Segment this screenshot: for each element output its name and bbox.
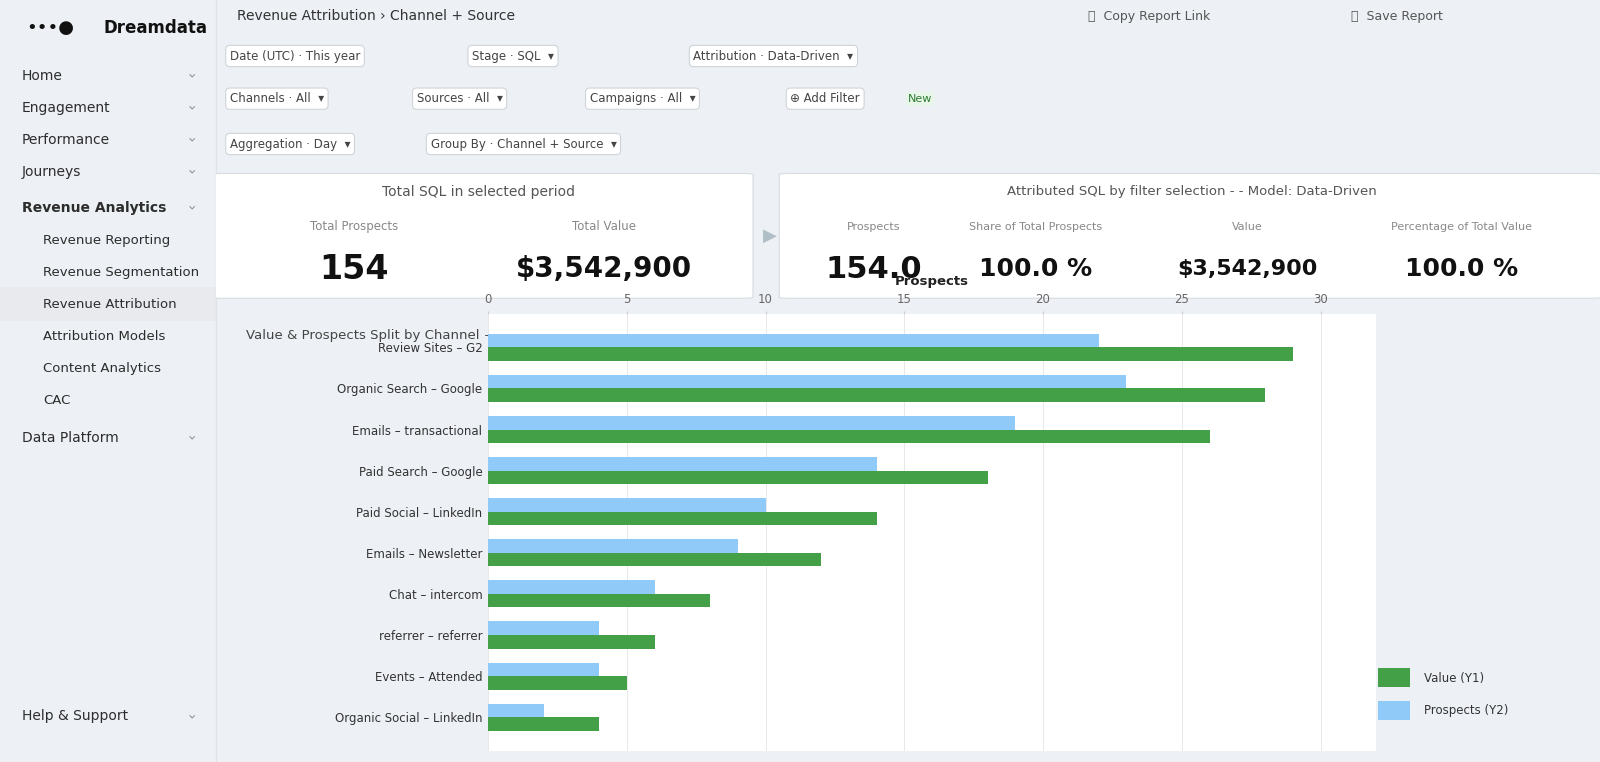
Text: Stage · SQL  ▾: Stage · SQL ▾: [472, 50, 554, 62]
Text: Prospects (Y2): Prospects (Y2): [1424, 704, 1509, 718]
Text: Sources · All  ▾: Sources · All ▾: [416, 92, 502, 105]
Bar: [488, 703, 544, 717]
FancyBboxPatch shape: [779, 174, 1600, 298]
Bar: [488, 539, 738, 552]
Bar: [488, 717, 598, 731]
Text: $3,542,900: $3,542,900: [515, 255, 691, 283]
Text: Content Analytics: Content Analytics: [43, 361, 162, 375]
Text: Revenue Analytics: Revenue Analytics: [22, 201, 166, 215]
Bar: [488, 512, 877, 525]
Text: $3,542,900: $3,542,900: [1178, 259, 1317, 279]
Text: ›: ›: [182, 205, 197, 211]
Bar: [488, 622, 598, 635]
Bar: [488, 430, 1210, 443]
Text: ▶: ▶: [763, 227, 776, 245]
Text: New: New: [909, 94, 933, 104]
Bar: [1379, 668, 1410, 687]
Bar: [488, 552, 821, 566]
Text: 154: 154: [320, 253, 389, 286]
Text: Attribution Models: Attribution Models: [43, 329, 165, 343]
Text: Help & Support: Help & Support: [22, 709, 128, 723]
Text: Value (Y1): Value (Y1): [1424, 671, 1485, 685]
Text: Attributed SQL by filter selection - - Model: Data-Driven: Attributed SQL by filter selection - - M…: [1006, 185, 1376, 198]
Text: Channels · All  ▾: Channels · All ▾: [230, 92, 323, 105]
Text: ›: ›: [182, 169, 197, 175]
Text: Data Platform: Data Platform: [22, 431, 118, 445]
Text: Home: Home: [22, 69, 62, 83]
Text: Date (UTC) · This year: Date (UTC) · This year: [230, 50, 360, 62]
Text: Aggregation · Day  ▾: Aggregation · Day ▾: [230, 137, 350, 151]
Bar: [488, 635, 654, 648]
Text: Revenue Reporting: Revenue Reporting: [43, 233, 171, 247]
Text: ⧉  Copy Report Link: ⧉ Copy Report Link: [1088, 9, 1210, 23]
Bar: [488, 662, 598, 676]
Text: Campaigns · All  ▾: Campaigns · All ▾: [590, 92, 696, 105]
Bar: [488, 389, 1266, 402]
Bar: [488, 457, 877, 471]
FancyBboxPatch shape: [211, 174, 754, 298]
Bar: [488, 375, 1126, 389]
Text: Revenue Attribution › Channel + Source: Revenue Attribution › Channel + Source: [237, 9, 515, 23]
Bar: [488, 334, 1099, 347]
Text: 💾  Save Report: 💾 Save Report: [1350, 9, 1443, 23]
Bar: [1379, 701, 1410, 720]
Text: ›: ›: [182, 713, 197, 719]
Text: Total Prospects: Total Prospects: [310, 220, 398, 233]
Bar: [488, 347, 1293, 361]
Bar: [488, 594, 710, 607]
Text: Percentage of Total Value: Percentage of Total Value: [1390, 222, 1533, 232]
Text: ›: ›: [182, 73, 197, 79]
Text: CAC: CAC: [43, 393, 70, 407]
Text: Total SQL in selected period: Total SQL in selected period: [382, 185, 576, 199]
Bar: [488, 471, 987, 484]
Text: Prospects: Prospects: [846, 222, 901, 232]
Text: •••●: •••●: [26, 19, 74, 37]
Text: Dreamdata: Dreamdata: [104, 19, 208, 37]
Text: Total Value: Total Value: [571, 220, 635, 233]
Text: Group By · Channel + Source  ▾: Group By · Channel + Source ▾: [430, 137, 616, 151]
Text: Engagement: Engagement: [22, 101, 110, 115]
Text: ›: ›: [182, 435, 197, 441]
Bar: [488, 581, 654, 594]
Text: Revenue Segmentation: Revenue Segmentation: [43, 265, 200, 279]
Text: Share of Total Prospects: Share of Total Prospects: [968, 222, 1102, 232]
Text: 154.0: 154.0: [826, 255, 922, 283]
Bar: [488, 416, 1016, 430]
Text: ›: ›: [182, 137, 197, 143]
Text: ›: ›: [182, 105, 197, 111]
X-axis label: Prospects: Prospects: [894, 275, 970, 288]
Text: Revenue Attribution: Revenue Attribution: [43, 297, 178, 311]
Bar: [0, 287, 216, 321]
Bar: [488, 498, 765, 512]
Text: ⊕ Add Filter: ⊕ Add Filter: [790, 92, 859, 105]
Text: 100.0 %: 100.0 %: [1405, 258, 1518, 281]
Text: Value & Prospects Split by Channel + Source (SQL): Value & Prospects Split by Channel + Sou…: [246, 329, 586, 342]
Text: Attribution · Data-Driven  ▾: Attribution · Data-Driven ▾: [693, 50, 853, 62]
Text: Journeys: Journeys: [22, 165, 82, 179]
Bar: [488, 676, 627, 690]
Text: Performance: Performance: [22, 133, 110, 147]
Text: Value: Value: [1232, 222, 1262, 232]
Text: 100.0 %: 100.0 %: [979, 258, 1091, 281]
